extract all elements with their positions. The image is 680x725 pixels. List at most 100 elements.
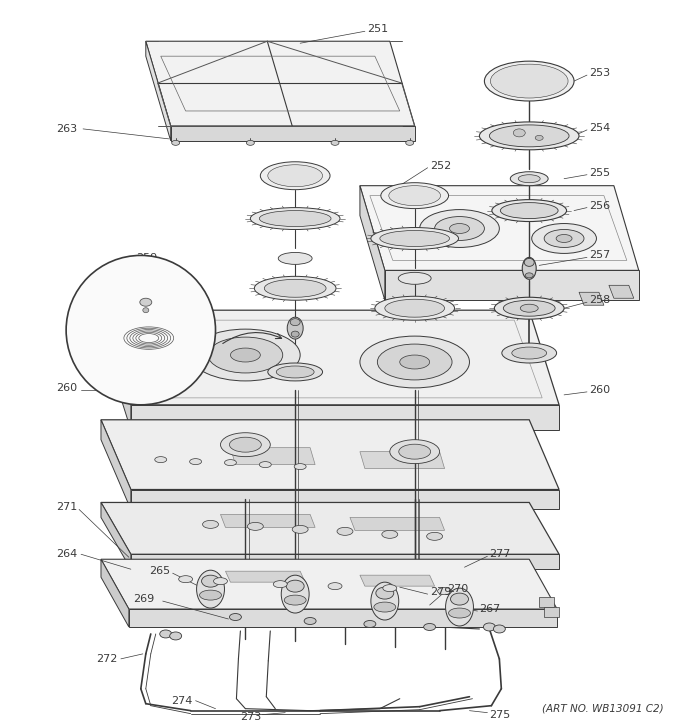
- Ellipse shape: [140, 298, 152, 306]
- Ellipse shape: [398, 273, 431, 284]
- Ellipse shape: [160, 630, 171, 638]
- Text: 258: 258: [589, 295, 610, 305]
- Ellipse shape: [246, 141, 254, 145]
- Ellipse shape: [331, 141, 339, 145]
- Text: 255: 255: [589, 167, 610, 178]
- Polygon shape: [101, 310, 559, 405]
- Ellipse shape: [426, 532, 443, 540]
- Ellipse shape: [400, 355, 430, 369]
- Ellipse shape: [190, 329, 300, 381]
- Ellipse shape: [518, 175, 540, 183]
- Ellipse shape: [197, 570, 224, 608]
- Ellipse shape: [535, 136, 543, 141]
- Ellipse shape: [449, 223, 469, 233]
- Ellipse shape: [291, 331, 299, 337]
- Polygon shape: [579, 292, 604, 305]
- Ellipse shape: [201, 575, 220, 587]
- Ellipse shape: [214, 578, 228, 584]
- Text: 279: 279: [430, 587, 451, 597]
- Ellipse shape: [268, 165, 322, 186]
- Ellipse shape: [502, 343, 557, 363]
- Ellipse shape: [490, 125, 569, 147]
- Ellipse shape: [380, 231, 449, 247]
- Polygon shape: [131, 405, 559, 430]
- Ellipse shape: [451, 593, 469, 605]
- Polygon shape: [101, 559, 129, 627]
- Circle shape: [66, 255, 216, 405]
- Ellipse shape: [250, 207, 340, 230]
- Ellipse shape: [364, 621, 376, 627]
- Text: 275: 275: [490, 710, 511, 720]
- Polygon shape: [101, 420, 131, 510]
- Ellipse shape: [171, 141, 180, 145]
- Polygon shape: [171, 126, 415, 141]
- Ellipse shape: [282, 575, 309, 613]
- Polygon shape: [146, 41, 415, 126]
- Ellipse shape: [284, 595, 306, 605]
- Ellipse shape: [224, 460, 237, 465]
- Ellipse shape: [445, 588, 473, 626]
- Ellipse shape: [203, 521, 218, 529]
- Ellipse shape: [424, 624, 436, 631]
- Ellipse shape: [199, 590, 222, 600]
- Polygon shape: [360, 575, 435, 586]
- Ellipse shape: [512, 347, 547, 359]
- Ellipse shape: [304, 618, 316, 624]
- Ellipse shape: [525, 273, 533, 278]
- Ellipse shape: [273, 581, 287, 588]
- Text: 277: 277: [490, 550, 511, 559]
- Text: 272: 272: [96, 654, 118, 664]
- Ellipse shape: [389, 186, 441, 206]
- Text: 271: 271: [56, 502, 78, 513]
- Ellipse shape: [260, 162, 330, 190]
- Ellipse shape: [292, 526, 308, 534]
- Text: 260: 260: [56, 383, 78, 393]
- Polygon shape: [360, 186, 639, 270]
- Ellipse shape: [155, 457, 167, 463]
- Ellipse shape: [435, 217, 484, 241]
- Ellipse shape: [544, 230, 584, 247]
- Polygon shape: [220, 515, 315, 527]
- Ellipse shape: [406, 141, 413, 145]
- Text: 252: 252: [430, 161, 451, 171]
- Ellipse shape: [208, 337, 283, 373]
- Ellipse shape: [383, 584, 396, 592]
- Text: 260: 260: [589, 385, 610, 395]
- Text: (ART NO. WB13091 C2): (ART NO. WB13091 C2): [542, 704, 664, 713]
- Polygon shape: [131, 554, 559, 569]
- Ellipse shape: [483, 623, 495, 631]
- Polygon shape: [101, 559, 557, 609]
- Ellipse shape: [276, 366, 314, 378]
- Ellipse shape: [229, 613, 241, 621]
- Ellipse shape: [490, 64, 568, 98]
- Text: 269: 269: [133, 594, 154, 604]
- Ellipse shape: [390, 439, 439, 463]
- Ellipse shape: [143, 307, 149, 312]
- Ellipse shape: [265, 279, 326, 297]
- Text: 273: 273: [241, 712, 262, 721]
- Ellipse shape: [360, 336, 469, 388]
- Ellipse shape: [522, 257, 537, 279]
- Polygon shape: [101, 310, 131, 430]
- Polygon shape: [101, 420, 559, 489]
- Ellipse shape: [376, 587, 394, 599]
- Text: 256: 256: [589, 201, 610, 210]
- Polygon shape: [131, 489, 559, 510]
- Text: 251: 251: [367, 24, 388, 34]
- Ellipse shape: [170, 632, 182, 640]
- Ellipse shape: [500, 202, 558, 218]
- Ellipse shape: [494, 297, 564, 319]
- Ellipse shape: [328, 583, 342, 589]
- Polygon shape: [101, 502, 559, 554]
- Text: 253: 253: [589, 68, 610, 78]
- Polygon shape: [231, 447, 315, 465]
- Text: 254: 254: [589, 123, 610, 133]
- Ellipse shape: [377, 344, 452, 380]
- Ellipse shape: [231, 348, 260, 362]
- Ellipse shape: [492, 199, 566, 222]
- Ellipse shape: [420, 210, 499, 247]
- Ellipse shape: [503, 300, 555, 316]
- Ellipse shape: [268, 363, 322, 381]
- Text: 259: 259: [136, 254, 157, 263]
- Polygon shape: [360, 452, 445, 468]
